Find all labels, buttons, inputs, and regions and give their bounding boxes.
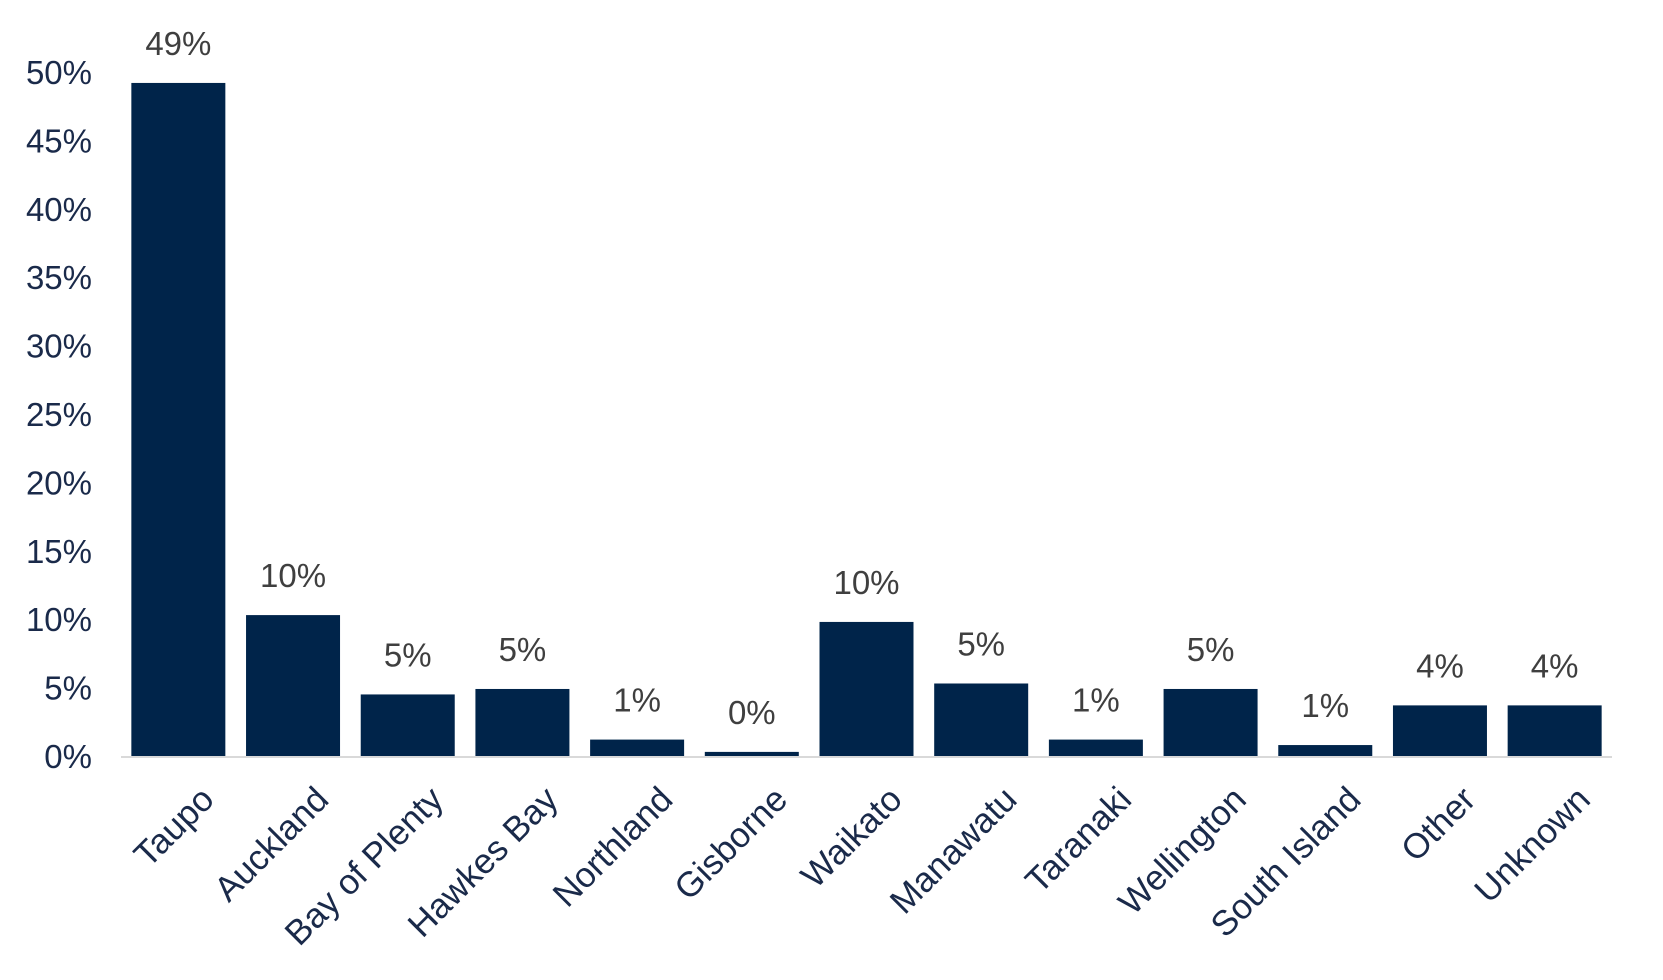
data-label: 4% — [1531, 647, 1579, 684]
bar — [1507, 705, 1602, 756]
x-tick-label: Manawatu — [883, 780, 1025, 922]
x-tick-label: Waikato — [794, 780, 910, 896]
data-labels-group: 49% 10% 5% 5% 1% 0% 10% 5% 1% 5% 1% 4% 4% — [145, 25, 1578, 731]
bar — [1163, 688, 1258, 756]
data-label: 5% — [499, 631, 547, 668]
bar — [1048, 739, 1143, 756]
bar — [819, 621, 914, 756]
x-tick-label: Taupo — [127, 780, 222, 875]
data-label: 1% — [613, 682, 661, 719]
bar — [131, 82, 226, 757]
bar — [934, 683, 1029, 756]
y-tick-label: 35% — [26, 259, 92, 296]
data-label: 0% — [728, 694, 776, 731]
y-tick-label: 15% — [26, 533, 92, 570]
x-tick-label: Gisborne — [667, 780, 795, 908]
y-tick-label: 25% — [26, 396, 92, 433]
bar — [1392, 705, 1487, 756]
data-label: 1% — [1301, 687, 1349, 724]
y-tick-label: 0% — [44, 738, 92, 775]
bar — [1278, 745, 1373, 756]
data-label: 10% — [260, 557, 326, 594]
bar — [475, 688, 570, 756]
x-tick-label: Taranaki — [1018, 780, 1139, 901]
data-label: 5% — [957, 625, 1005, 662]
y-tick-label: 30% — [26, 328, 92, 365]
bar — [704, 751, 799, 756]
x-tick-label: Northland — [545, 780, 680, 915]
x-tick-label: Other — [1394, 779, 1484, 869]
y-tick-label: 10% — [26, 601, 92, 638]
bar — [246, 615, 341, 756]
y-tick-label: 20% — [26, 464, 92, 501]
y-tick-label: 5% — [44, 670, 92, 707]
y-tick-label: 50% — [26, 54, 92, 91]
data-label: 49% — [145, 25, 211, 62]
x-tick-label: Unknown — [1467, 780, 1598, 911]
data-label: 1% — [1072, 682, 1120, 719]
bars-group — [131, 82, 1602, 757]
data-label: 5% — [1187, 631, 1235, 668]
y-tick-label: 45% — [26, 122, 92, 159]
y-axis: 0% 5% 10% 15% 20% 25% 30% 35% 40% 45% 50% — [26, 54, 92, 775]
bar — [590, 739, 685, 756]
data-label: 10% — [833, 564, 899, 601]
data-label: 4% — [1416, 647, 1464, 684]
bar — [360, 694, 455, 756]
data-label: 5% — [384, 636, 432, 673]
y-tick-label: 40% — [26, 191, 92, 228]
